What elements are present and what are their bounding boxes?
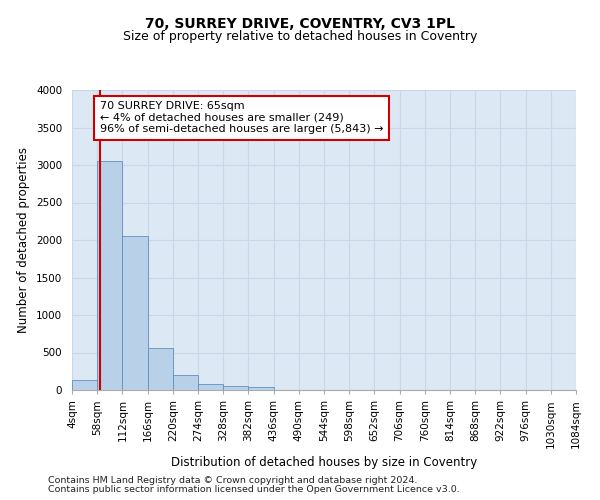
Bar [223, 386, 248, 390]
Text: 70, SURREY DRIVE, COVENTRY, CV3 1PL: 70, SURREY DRIVE, COVENTRY, CV3 1PL [145, 18, 455, 32]
Text: 70 SURREY DRIVE: 65sqm
← 4% of detached houses are smaller (249)
96% of semi-det: 70 SURREY DRIVE: 65sqm ← 4% of detached … [100, 101, 383, 134]
Y-axis label: Number of detached properties: Number of detached properties [17, 147, 31, 333]
Text: Contains HM Land Registry data © Crown copyright and database right 2024.: Contains HM Land Registry data © Crown c… [48, 476, 418, 485]
Bar [198, 384, 223, 390]
Bar [122, 236, 148, 390]
Text: Size of property relative to detached houses in Coventry: Size of property relative to detached ho… [123, 30, 477, 43]
X-axis label: Distribution of detached houses by size in Coventry: Distribution of detached houses by size … [171, 456, 477, 469]
Bar [97, 160, 122, 390]
Bar [72, 380, 97, 390]
Text: Contains public sector information licensed under the Open Government Licence v3: Contains public sector information licen… [48, 485, 460, 494]
Bar [248, 387, 274, 390]
Bar [148, 348, 173, 390]
Bar [173, 375, 198, 390]
